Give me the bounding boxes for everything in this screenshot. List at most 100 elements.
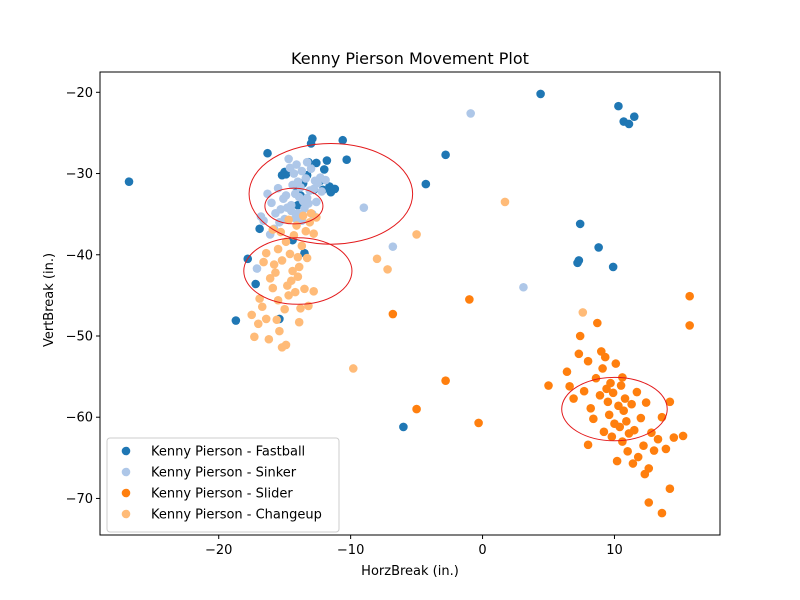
point-series-2 [653,434,663,444]
point-series-1 [252,264,262,273]
point-series-2 [611,359,621,368]
point-series-2 [616,381,626,390]
point-series-3 [281,340,291,350]
point-series-2 [574,349,584,359]
point-series-1 [312,197,321,207]
point-series-0 [441,150,450,160]
region-ellipse [243,237,353,305]
point-series-2 [633,452,643,462]
legend-label: Kenny Pierson - Slider [151,487,293,502]
point-series-0 [124,177,134,186]
point-series-3 [297,241,307,251]
point-series-0 [319,165,329,174]
point-series-3 [275,326,284,336]
point-series-3 [280,304,289,314]
point-series-2 [615,422,625,432]
point-series-2 [657,412,667,422]
legend-marker [121,446,131,456]
point-series-3 [301,226,311,236]
point-series-3 [348,364,358,373]
point-series-3 [578,308,588,317]
point-series-3 [250,332,259,342]
legend-label: Kenny Pierson - Sinker [151,466,297,481]
point-series-0 [624,119,634,129]
point-series-2 [608,388,618,398]
point-series-1 [286,206,296,216]
point-series-0 [338,135,348,145]
point-series-0 [255,224,264,234]
point-series-2 [604,410,614,420]
point-series-2 [619,406,629,416]
legend-box [106,437,340,533]
point-series-2 [622,416,631,426]
point-series-2 [589,414,598,424]
point-series-3 [383,265,392,274]
point-series-0 [594,243,603,252]
point-series-2 [627,399,636,409]
point-series-2 [628,459,638,468]
x-tick-label: 0 [478,543,486,558]
point-series-3 [285,249,295,259]
point-series-3 [309,287,319,296]
point-series-1 [359,203,369,212]
chart-title: Kenny Pierson Movement Plot [291,49,529,68]
point-series-2 [562,367,572,377]
point-series-1 [284,154,293,164]
y-tick-label: −30 [66,167,93,182]
point-series-2 [388,309,398,319]
point-series-3 [255,294,264,303]
point-series-3 [293,252,303,262]
y-tick-label: −50 [66,329,93,344]
point-series-2 [629,425,639,435]
point-series-2 [665,397,675,407]
point-series-1 [297,166,307,176]
point-series-3 [372,254,382,264]
point-series-2 [620,394,630,403]
x-axis-label: HorzBreak (in.) [361,564,459,579]
point-series-3 [269,260,279,269]
point-series-0 [312,158,321,168]
point-series-3 [247,310,257,320]
point-series-3 [309,229,319,238]
point-series-3 [298,211,308,221]
point-series-2 [618,437,627,446]
point-series-3 [306,209,316,218]
point-series-3 [302,253,312,263]
point-series-2 [586,403,596,413]
point-series-3 [273,244,283,254]
point-series-2 [678,431,688,441]
point-series-1 [267,198,276,208]
point-series-3 [277,256,287,265]
point-series-2 [665,484,675,494]
point-series-2 [623,447,632,456]
point-series-3 [290,287,300,297]
point-series-1 [302,157,312,167]
point-series-3 [271,268,280,277]
point-series-2 [657,508,667,518]
point-series-2 [598,364,607,373]
point-series-2 [544,381,553,390]
x-tick-label: −10 [337,543,364,558]
plot-area [124,89,694,518]
point-series-2 [685,291,694,301]
point-series-2 [575,331,585,341]
y-tick-label: −40 [66,248,93,263]
point-series-3 [284,291,293,300]
point-series-1 [281,191,291,200]
point-series-2 [603,397,613,407]
point-series-1 [263,189,272,199]
point-series-0 [342,155,351,165]
point-series-1 [519,282,528,292]
point-series-2 [583,440,593,450]
point-series-0 [399,422,408,432]
point-series-2 [412,404,421,414]
point-series-2 [595,390,605,400]
legend-marker [121,467,131,477]
x-tick-label: 10 [606,543,623,558]
point-series-1 [290,213,300,223]
point-series-2 [565,382,574,391]
point-series-2 [465,295,474,304]
point-series-0 [322,156,332,165]
point-series-3 [292,221,301,230]
point-series-1 [259,216,268,225]
